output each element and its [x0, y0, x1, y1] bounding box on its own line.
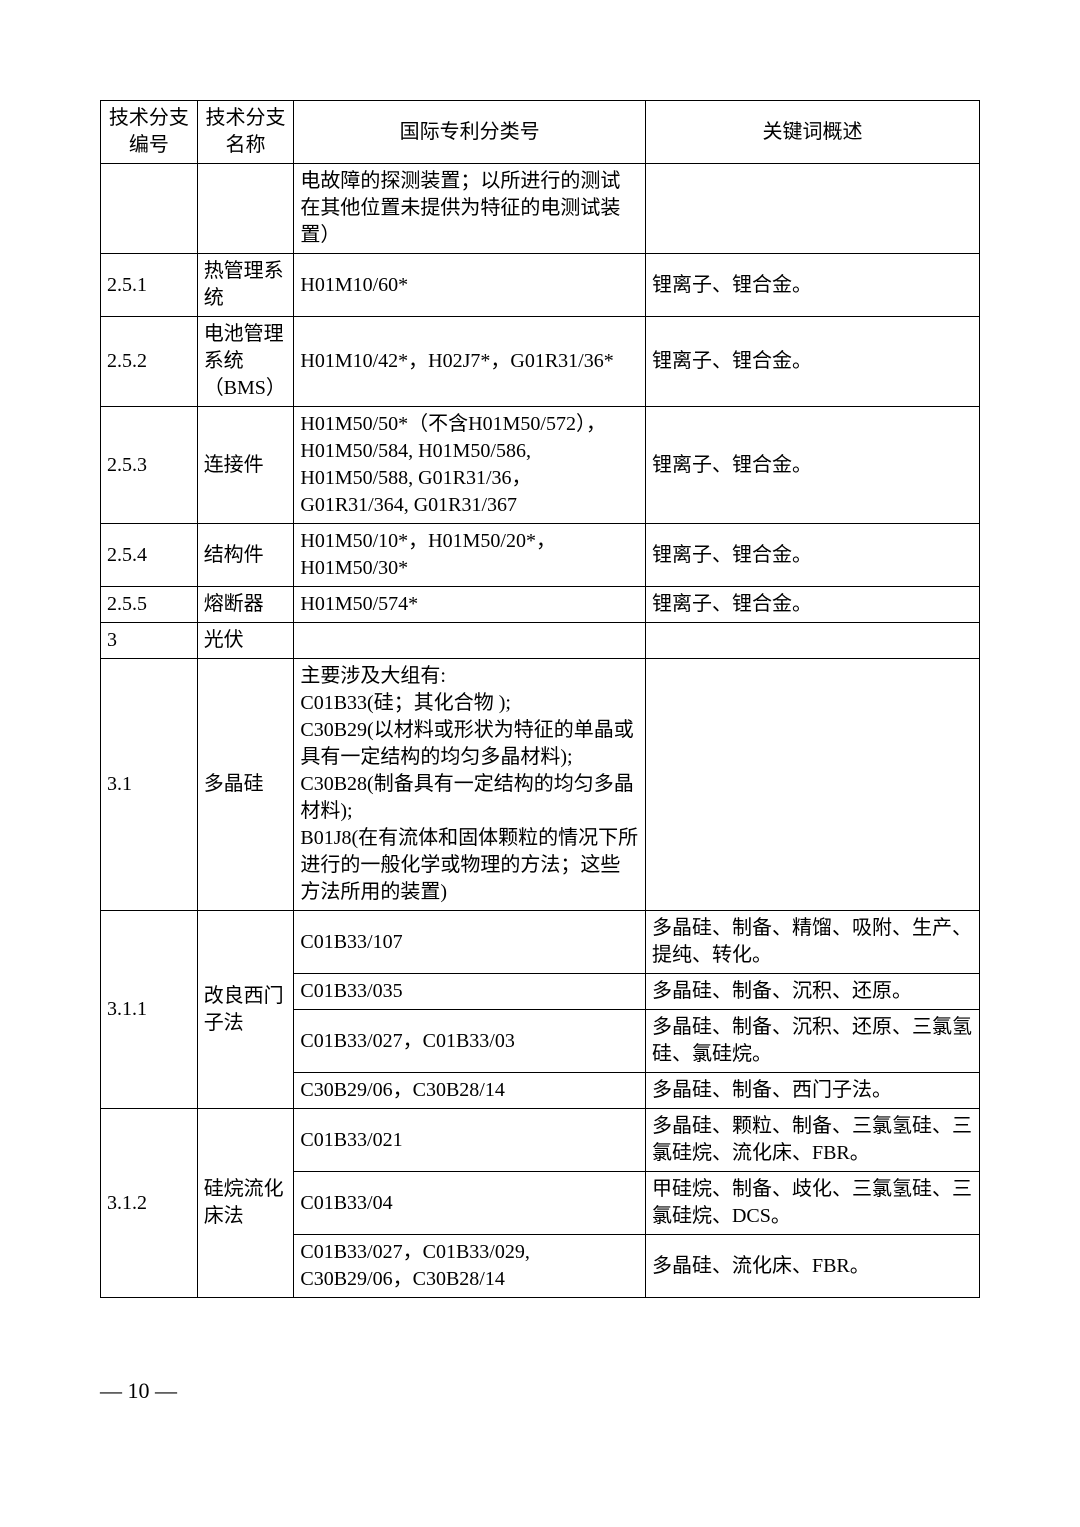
cell-keywords: 锂离子、锂合金。 [645, 407, 979, 524]
cell-ipc: C01B33/04 [294, 1172, 646, 1235]
table-row: 2.5.4 结构件 H01M50/10*，H01M50/20*，H01M50/3… [101, 524, 980, 587]
cell-ipc: C01B33/027，C01B33/03 [294, 1010, 646, 1073]
cell-ipc: H01M50/10*，H01M50/20*，H01M50/30* [294, 524, 646, 587]
cell-ipc: C01B33/021 [294, 1109, 646, 1172]
table-row: 3.1.1 改良西门子法 C01B33/107 多晶硅、制备、精馏、吸附、生产、… [101, 911, 980, 974]
page-number: — 10 — [100, 1378, 980, 1404]
header-name: 技术分支名称 [197, 101, 294, 164]
cell-ipc: 电故障的探测装置；以所进行的测试在其他位置未提供为特征的电测试装置） [294, 164, 646, 254]
cell-ipc: H01M50/50*（不含H01M50/572），H01M50/584, H01… [294, 407, 646, 524]
cell-name: 改良西门子法 [197, 911, 294, 1109]
cell-ipc: C01B33/035 [294, 974, 646, 1010]
cell-ipc: H01M10/42*，H02J7*，G01R31/36* [294, 317, 646, 407]
cell-name: 熔断器 [197, 587, 294, 623]
cell-keywords: 多晶硅、制备、沉积、还原。 [645, 974, 979, 1010]
classification-table: 技术分支编号 技术分支名称 国际专利分类号 关键词概述 电故障的探测装置；以所进… [100, 100, 980, 1298]
cell-id: 3.1 [101, 659, 198, 911]
cell-name: 多晶硅 [197, 659, 294, 911]
table-row: 2.5.1 热管理系统 H01M10/60* 锂离子、锂合金。 [101, 254, 980, 317]
table-row: 电故障的探测装置；以所进行的测试在其他位置未提供为特征的电测试装置） [101, 164, 980, 254]
table-row: 2.5.2 电池管理系统（BMS） H01M10/42*，H02J7*，G01R… [101, 317, 980, 407]
cell-id: 2.5.3 [101, 407, 198, 524]
cell-ipc: 主要涉及大组有: C01B33(硅；其化合物 ); C30B29(以材料或形状为… [294, 659, 646, 911]
cell-keywords: 多晶硅、流化床、FBR。 [645, 1235, 979, 1298]
table-row: 3 光伏 [101, 623, 980, 659]
cell-id: 3.1.1 [101, 911, 198, 1109]
cell-name: 连接件 [197, 407, 294, 524]
cell-keywords [645, 164, 979, 254]
header-id: 技术分支编号 [101, 101, 198, 164]
cell-name: 光伏 [197, 623, 294, 659]
header-keywords: 关键词概述 [645, 101, 979, 164]
cell-id: 2.5.4 [101, 524, 198, 587]
table-row: 3.1.2 硅烷流化床法 C01B33/021 多晶硅、颗粒、制备、三氯氢硅、三… [101, 1109, 980, 1172]
cell-ipc: H01M10/60* [294, 254, 646, 317]
cell-name [197, 164, 294, 254]
cell-ipc: C30B29/06，C30B28/14 [294, 1073, 646, 1109]
cell-id: 2.5.1 [101, 254, 198, 317]
cell-name: 结构件 [197, 524, 294, 587]
cell-keywords: 多晶硅、制备、精馏、吸附、生产、提纯、转化。 [645, 911, 979, 974]
cell-keywords: 甲硅烷、制备、歧化、三氯氢硅、三氯硅烷、DCS。 [645, 1172, 979, 1235]
cell-ipc [294, 623, 646, 659]
cell-ipc: C01B33/107 [294, 911, 646, 974]
cell-keywords: 锂离子、锂合金。 [645, 317, 979, 407]
header-ipc: 国际专利分类号 [294, 101, 646, 164]
cell-id [101, 164, 198, 254]
cell-name: 电池管理系统（BMS） [197, 317, 294, 407]
cell-keywords: 锂离子、锂合金。 [645, 254, 979, 317]
table-header-row: 技术分支编号 技术分支名称 国际专利分类号 关键词概述 [101, 101, 980, 164]
cell-id: 2.5.2 [101, 317, 198, 407]
cell-keywords: 多晶硅、颗粒、制备、三氯氢硅、三氯硅烷、流化床、FBR。 [645, 1109, 979, 1172]
cell-keywords [645, 659, 979, 911]
cell-ipc: C01B33/027，C01B33/029, C30B29/06，C30B28/… [294, 1235, 646, 1298]
cell-keywords: 锂离子、锂合金。 [645, 587, 979, 623]
cell-keywords: 多晶硅、制备、西门子法。 [645, 1073, 979, 1109]
cell-id: 2.5.5 [101, 587, 198, 623]
table-row: 2.5.5 熔断器 H01M50/574* 锂离子、锂合金。 [101, 587, 980, 623]
table-row: 3.1 多晶硅 主要涉及大组有: C01B33(硅；其化合物 ); C30B29… [101, 659, 980, 911]
cell-keywords: 锂离子、锂合金。 [645, 524, 979, 587]
table-row: 2.5.3 连接件 H01M50/50*（不含H01M50/572），H01M5… [101, 407, 980, 524]
cell-id: 3.1.2 [101, 1109, 198, 1298]
cell-name: 热管理系统 [197, 254, 294, 317]
cell-keywords [645, 623, 979, 659]
cell-name: 硅烷流化床法 [197, 1109, 294, 1298]
cell-keywords: 多晶硅、制备、沉积、还原、三氯氢硅、氯硅烷。 [645, 1010, 979, 1073]
cell-id: 3 [101, 623, 198, 659]
cell-ipc: H01M50/574* [294, 587, 646, 623]
